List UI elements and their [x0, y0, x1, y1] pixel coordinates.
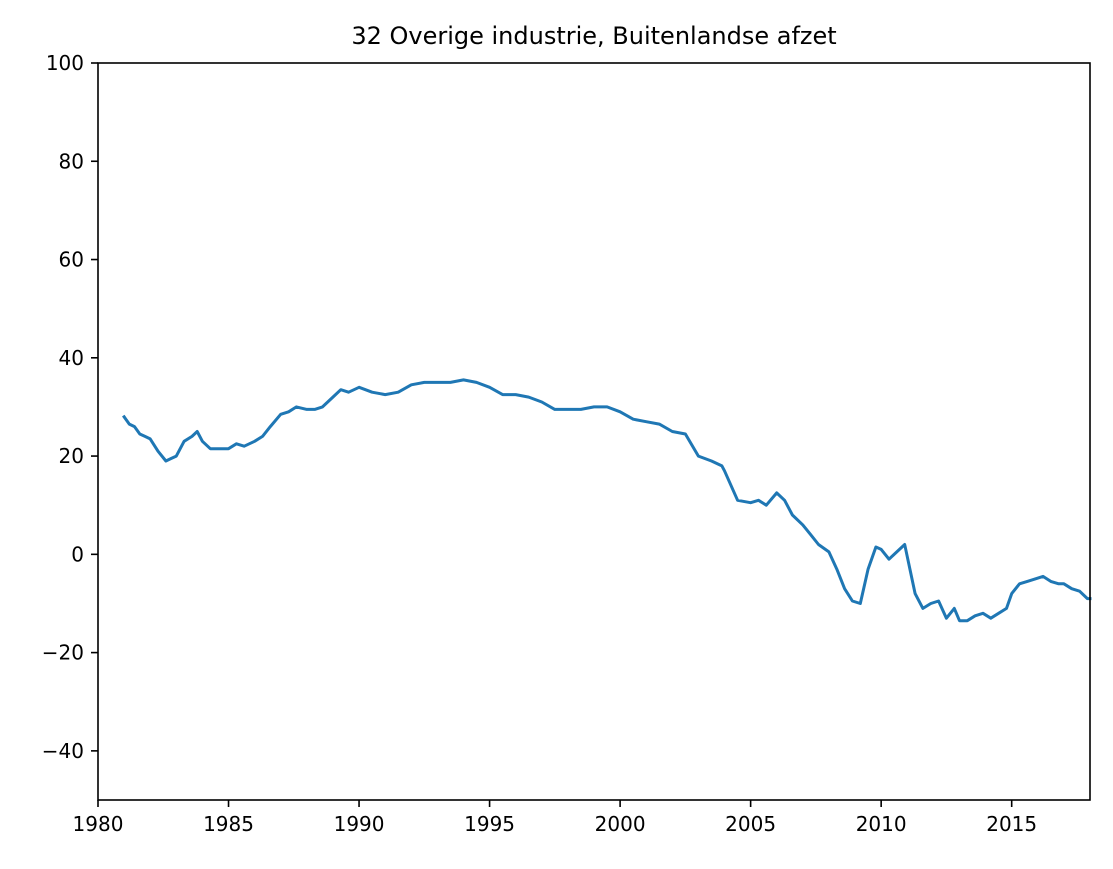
x-tick-label: 2010 [856, 812, 907, 836]
plot-area: 1980 1985 1990 1995 2000 2005 2010 2015 100 80 60 4… [42, 51, 1092, 836]
x-tick-label: 1990 [334, 812, 385, 836]
chart-title: 32 Overige industrie, Buitenlandse afzet [351, 22, 836, 50]
x-tick-label: 1985 [203, 812, 254, 836]
y-tick-label: 40 [59, 346, 84, 370]
series-line-0 [122, 378, 1092, 623]
y-tick-label: −20 [42, 641, 84, 665]
y-tick-label: −40 [42, 739, 84, 763]
x-tick-label: 2015 [986, 812, 1037, 836]
x-tick-label: 1995 [464, 812, 515, 836]
y-tick-label: 100 [46, 51, 84, 75]
x-tick-label: 1980 [73, 812, 124, 836]
y-tick-label: 20 [59, 444, 84, 468]
y-tick-label: 80 [59, 149, 84, 173]
y-tick-label: 60 [59, 248, 84, 272]
y-tick-label: 0 [71, 542, 84, 566]
axes-frame [97, 62, 1091, 801]
x-tick-label: 2000 [595, 812, 646, 836]
x-tick-label: 2005 [725, 812, 776, 836]
